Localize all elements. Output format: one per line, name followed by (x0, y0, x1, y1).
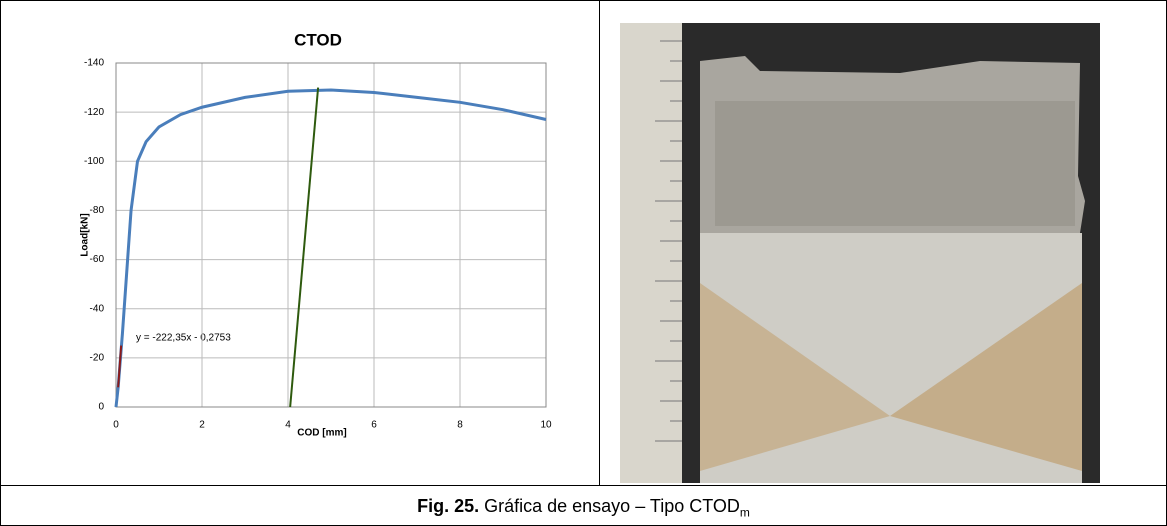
y-tick-label: -60 (90, 254, 105, 265)
data-line (290, 88, 318, 407)
y-tick-label: -140 (84, 58, 104, 69)
caption-label: Fig. 25. (417, 496, 479, 516)
caption-subscript: m (740, 506, 750, 520)
caption-text: Gráfica de ensayo – Tipo CTOD (484, 496, 740, 516)
y-tick-label: -40 (90, 303, 105, 314)
chart: CTOD Load[kN] COD [mm] y = -222,35x - 0,… (1, 1, 599, 485)
y-axis-label: Load[kN] (80, 213, 91, 256)
x-tick-label: 2 (199, 420, 205, 431)
figure: CTOD Load[kN] COD [mm] y = -222,35x - 0,… (0, 0, 1167, 526)
x-axis-label: COD [mm] (297, 428, 346, 439)
chart-title: CTOD (294, 30, 342, 49)
y-tick-label: -100 (84, 156, 104, 167)
x-tick-label: 0 (113, 420, 119, 431)
x-tick-label: 6 (371, 420, 377, 431)
caption: Fig. 25. Gráfica de ensayo – Tipo CTODm (1, 485, 1166, 526)
y-tick-label: -80 (90, 205, 105, 216)
specimen-photo (600, 1, 1166, 485)
y-tick-label: -120 (84, 107, 104, 118)
x-tick-label: 4 (285, 420, 291, 431)
data-line (116, 90, 546, 407)
x-tick-label: 8 (457, 420, 463, 431)
trendline-equation: y = -222,35x - 0,2753 (136, 333, 231, 344)
y-tick-label: 0 (98, 402, 104, 413)
y-tick-label: -20 (90, 352, 105, 363)
x-tick-label: 10 (540, 420, 552, 431)
